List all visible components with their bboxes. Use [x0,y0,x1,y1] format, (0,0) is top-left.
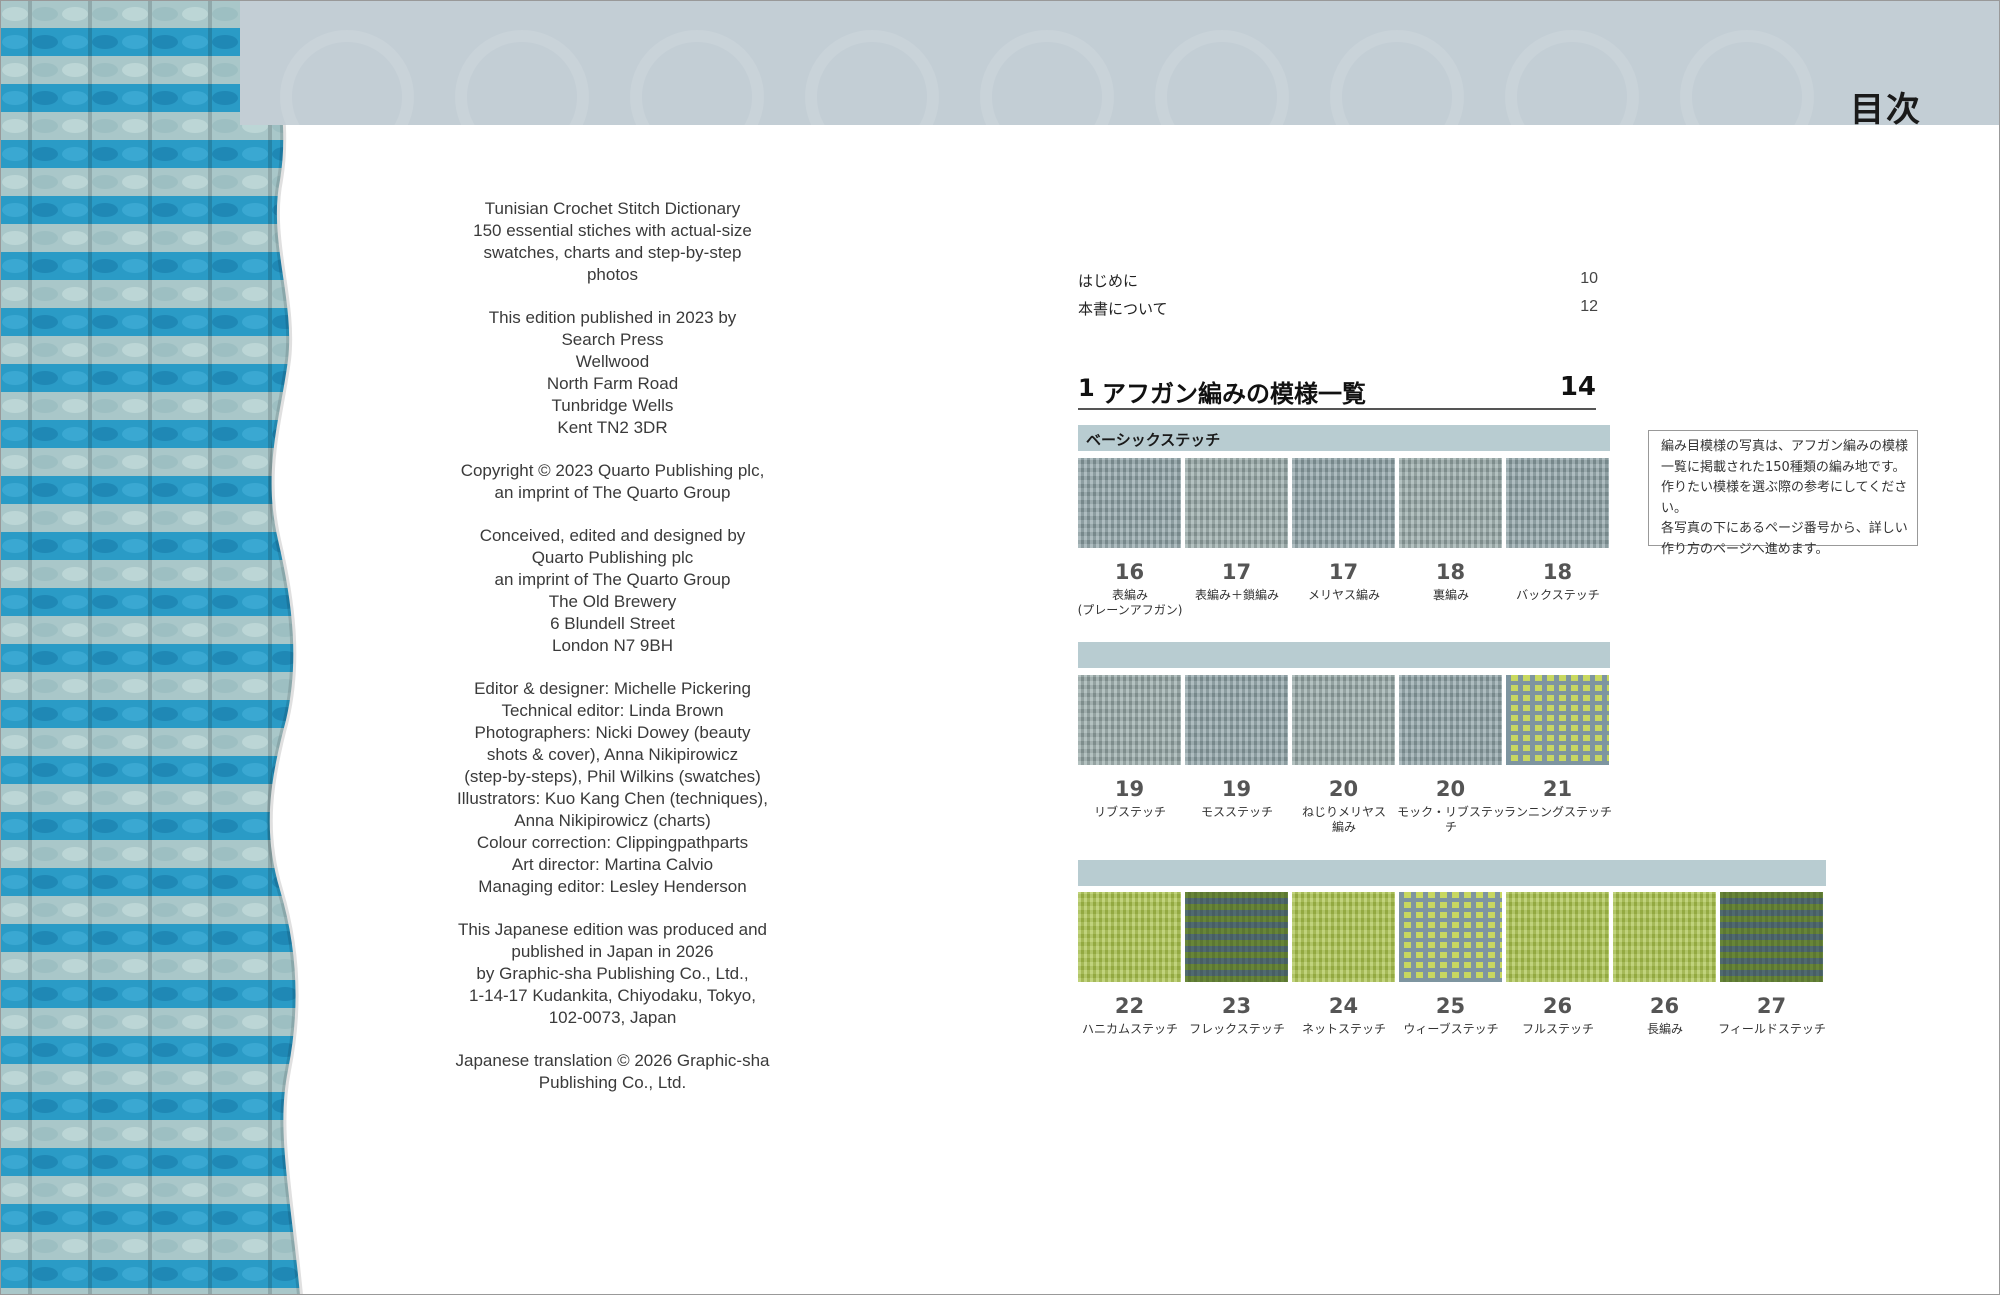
colophon-paragraph: Tunisian Crochet Stitch Dictionary 150 e… [473,199,752,284]
swatch-number: 19 [1221,777,1252,801]
section-title: アフガン編みの模様一覧 [1102,380,1366,408]
swatch-image[interactable] [1078,458,1181,548]
swatch-number: 17 [1328,560,1359,584]
swatch-name: ねじりメリヤス 編み [1301,805,1386,834]
swatch-image[interactable] [1078,675,1181,765]
swatch-number: 26 [1542,994,1573,1018]
swatch-image[interactable] [1292,892,1395,982]
swatch-name: 長編み [1646,1022,1683,1036]
swatch-name: ウィーブステッチ [1403,1022,1499,1036]
toc-entry[interactable]: 本書について 12 [1078,298,1598,320]
swatch-name: 裏編み [1432,588,1469,602]
page-title: 目次 [1850,90,1922,130]
category-band-basic: ベーシックステッチ [1078,425,1610,451]
swatch-number: 22 [1114,994,1145,1018]
decor-ring [280,30,414,164]
swatch-number: 17 [1221,560,1252,584]
swatch-image[interactable] [1185,675,1288,765]
colophon-paragraph: Japanese translation © 2026 Graphic-sha … [455,1051,770,1092]
decor-ring [455,30,589,164]
toc-entry-label: 本書について [1078,300,1168,318]
swatch-image[interactable] [1399,458,1502,548]
category-band-3 [1078,860,1826,886]
swatch-image[interactable] [1292,675,1395,765]
note-box: 編み目模様の写真は、アフガン編みの模様 一覧に掲載された150種類の編み地です。… [1648,430,1918,557]
colophon-paragraph: Copyright © 2023 Quarto Publishing plc, … [460,461,765,502]
swatch-number: 24 [1328,994,1359,1018]
swatch-image[interactable] [1292,458,1395,548]
swatch-name: フルステッチ [1521,1022,1594,1036]
swatch-name: モスステッチ [1200,805,1273,819]
colophon-paragraph: Editor & designer: Michelle Pickering Te… [457,679,768,896]
swatch-image[interactable] [1399,675,1502,765]
swatch-name: 表編み＋鎖編み [1194,588,1279,602]
swatch-number: 20 [1328,777,1359,801]
swatch-number: 18 [1542,560,1573,584]
swatch-number: 16 [1114,560,1145,584]
swatch-image[interactable] [1078,892,1181,982]
toc-entry-page: 12 [1580,298,1598,315]
swatch-name: モック・リブステッチ [1397,805,1505,834]
swatch-name: ランニングステッチ [1503,805,1612,819]
swatch-number: 25 [1435,994,1466,1018]
category-band-2 [1078,642,1610,668]
swatch-number: 21 [1542,777,1573,801]
section-page: 14 [1559,372,1596,402]
colophon: Tunisian Crochet Stitch Dictionary 150 e… [430,198,795,1115]
decor-ring [1330,30,1464,164]
colophon-paragraph: This edition published in 2023 by Search… [488,308,737,437]
decor-ring [1155,30,1289,164]
swatch-name: ハニカムステッチ [1081,1022,1178,1036]
toc-entry-page: 10 [1580,270,1598,287]
swatch-name: フレックステッチ [1189,1022,1285,1036]
swatch-name: バックステッチ [1516,588,1600,602]
header-band [240,0,2000,164]
swatch-image[interactable] [1185,892,1288,982]
category-label: ベーシックステッチ [1086,431,1221,449]
decor-ring [980,30,1114,164]
swatch-name: 表編み (プレーンアフガン) [1077,588,1183,617]
swatch-image[interactable] [1720,892,1823,982]
swatch-image[interactable] [1185,458,1288,548]
swatch-number: 19 [1114,777,1145,801]
section-heading[interactable]: 1 アフガン編みの模様一覧 14 [1078,372,1596,410]
decor-ring [630,30,764,164]
swatch-name: メリヤス編み [1307,588,1380,602]
swatch-number: 26 [1649,994,1680,1018]
swatch-number: 20 [1435,777,1466,801]
toc-entry-label: はじめに [1078,272,1139,290]
swatch-number: 18 [1435,560,1466,584]
swatch-name: リブステッチ [1093,805,1166,819]
knit-fabric-image [0,0,303,1295]
swatch-image[interactable] [1613,892,1716,982]
decor-ring [805,30,939,164]
colophon-paragraph: Conceived, edited and designed by Quarto… [479,526,746,655]
swatch-name: ネットステッチ [1301,1022,1386,1036]
swatch-image[interactable] [1506,892,1609,982]
swatch-image[interactable] [1399,892,1502,982]
swatch-image[interactable] [1506,675,1609,765]
swatch-image[interactable] [1506,458,1609,548]
toc-entry[interactable]: はじめに 10 [1078,270,1598,292]
decor-ring [1680,30,1814,164]
swatch-number: 23 [1221,994,1252,1018]
colophon-paragraph: This Japanese edition was produced and p… [457,920,768,1027]
decor-ring [1505,30,1639,164]
section-number: 1 [1078,374,1095,402]
swatch-number: 27 [1756,994,1787,1018]
swatch-name: フィールドステッチ [1718,1022,1826,1036]
